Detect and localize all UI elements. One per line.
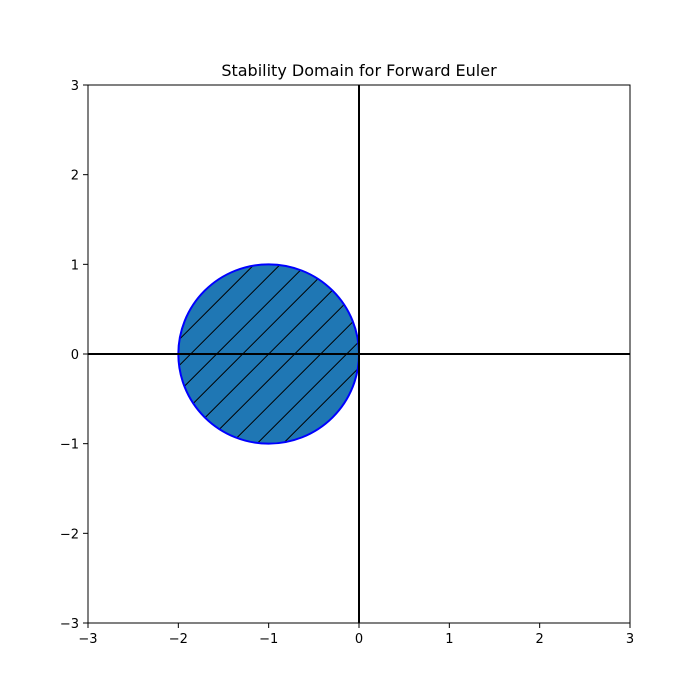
x-tick-label: 1 [445, 632, 453, 647]
chart-title: Stability Domain for Forward Euler [221, 61, 497, 80]
x-tick-label: 2 [536, 632, 544, 647]
x-tick-label: −2 [169, 632, 188, 647]
x-tick-label: 0 [355, 632, 363, 647]
y-tick-label: −2 [60, 527, 79, 542]
y-tick-label: −3 [60, 617, 79, 632]
y-tick-label: 3 [71, 79, 79, 94]
x-tick-label: 3 [626, 632, 634, 647]
y-tick-label: 1 [71, 258, 79, 273]
y-tick-label: 0 [71, 348, 79, 363]
y-tick-label: −1 [60, 438, 79, 453]
x-tick-label: −1 [259, 632, 278, 647]
y-tick-label: 2 [71, 169, 79, 184]
x-tick-label: −3 [78, 632, 97, 647]
